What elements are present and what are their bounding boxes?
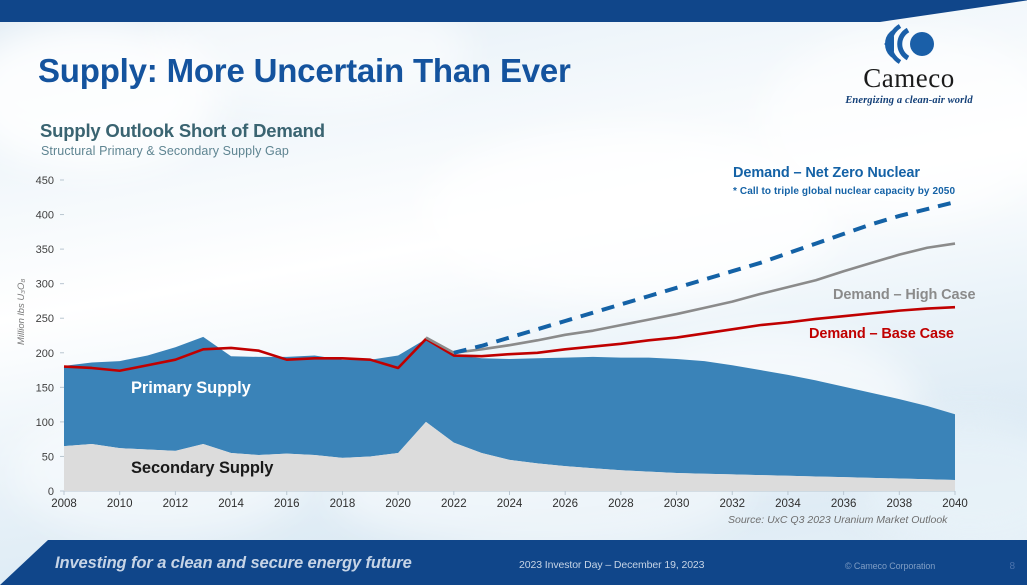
x-axis-tick: 2038: [887, 498, 913, 510]
footer-bar: [0, 540, 1027, 585]
y-axis-tick: 250: [36, 313, 54, 325]
x-axis-tick: 2040: [942, 498, 968, 510]
page-title: Supply: More Uncertain Than Ever: [38, 52, 571, 89]
source-note: Source: UxC Q3 2023 Uranium Market Outlo…: [728, 514, 948, 526]
x-axis-tick: 2014: [218, 498, 244, 510]
footer-copyright: © Cameco Corporation: [845, 561, 936, 571]
x-axis-tick: 2020: [385, 498, 411, 510]
x-axis-tick: 2016: [274, 498, 300, 510]
x-axis-tick: 2034: [775, 498, 801, 510]
footer-event: 2023 Investor Day – December 19, 2023: [519, 559, 705, 571]
net-zero-demand-label: Demand – Net Zero Nuclear: [733, 165, 920, 181]
secondary-supply-area: [64, 421, 955, 491]
x-axis-tick: 2010: [107, 498, 133, 510]
x-axis-tick: 2008: [51, 498, 77, 510]
x-axis-tick: 2028: [608, 498, 634, 510]
x-axis: 2008 2010 2012 2014 2016 2018 2020 2022 2024 2026…: [51, 490, 968, 510]
y-axis-tick: 0: [48, 486, 54, 498]
x-axis-tick: 2026: [552, 498, 578, 510]
footer-page-number: 8: [1009, 561, 1015, 572]
x-axis-tick: 2012: [163, 498, 189, 510]
section-title: Supply Outlook Short of Demand: [40, 120, 325, 141]
chart-series: [63, 200, 956, 491]
y-axis-tick: 300: [36, 279, 54, 291]
y-axis-tick: 50: [42, 451, 54, 463]
y-axis-tick: 200: [36, 348, 54, 360]
x-axis-tick: 2024: [497, 498, 523, 510]
y-axis-tick: 150: [36, 382, 54, 394]
y-axis-tick: 450: [36, 175, 54, 187]
y-axis-tick: 350: [36, 244, 54, 256]
x-axis-tick: 2032: [719, 498, 745, 510]
net-zero-demand-note: * Call to triple global nuclear capacity…: [733, 186, 956, 197]
cameco-logo: Cameco Energizing a clean-air world: [829, 24, 989, 106]
primary-supply-area: [64, 336, 955, 480]
base-case-demand-label: Demand – Base Case: [809, 326, 954, 342]
primary-supply-label: Primary Supply: [131, 379, 251, 397]
logo-wordmark: Cameco: [863, 63, 955, 93]
x-axis-tick: 2036: [831, 498, 857, 510]
x-axis-tick: 2030: [664, 498, 690, 510]
top-banner: [0, 0, 1027, 22]
y-axis-tick: 400: [36, 210, 54, 222]
cameco-swoosh-icon: [829, 24, 989, 64]
logo-tagline: Energizing a clean-air world: [845, 95, 973, 106]
section-subtitle: Structural Primary & Secondary Supply Ga…: [41, 144, 289, 158]
high-case-demand-label: Demand – High Case: [833, 287, 976, 303]
x-axis-tick: 2022: [441, 498, 467, 510]
demand-base-case-line: [63, 305, 956, 373]
demand-high-case-line: [425, 242, 956, 355]
x-axis-tick: 2018: [330, 498, 356, 510]
y-axis: 0 50 100 150 200 250 300 350 400 450: [36, 175, 64, 498]
y-axis-tick: 100: [36, 417, 54, 429]
secondary-supply-label: Secondary Supply: [131, 459, 274, 477]
footer-tagline: Investing for a clean and secure energy …: [55, 554, 412, 572]
y-axis-title: Million lbs U₃O₈: [16, 279, 27, 345]
